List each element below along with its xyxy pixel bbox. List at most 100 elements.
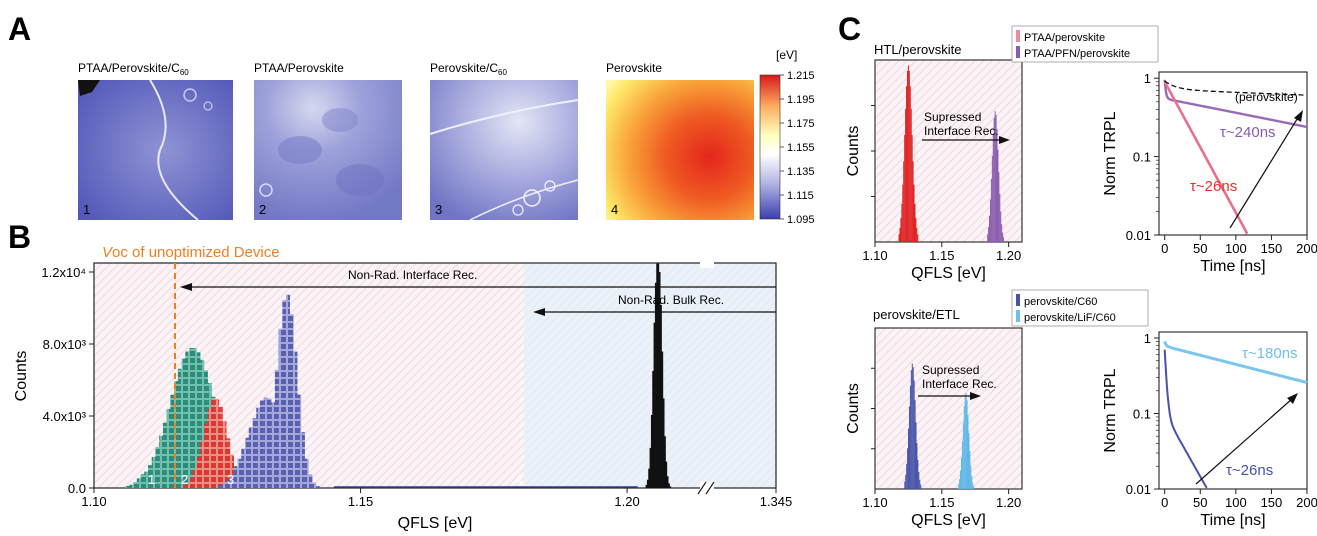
histogram-bar-4	[665, 476, 669, 488]
top-note-line1: Supressed	[924, 110, 981, 124]
histogram-bar-perovskite/C60	[908, 428, 910, 489]
axis-break-marker	[697, 258, 715, 495]
map-4-image	[606, 80, 754, 220]
x-tick-label: 0	[1161, 495, 1168, 510]
x-tick-label: 1.15	[348, 494, 373, 509]
map-1-grain-boundary	[149, 79, 199, 221]
histogram-bar-1	[125, 485, 130, 488]
histogram-bar-PTAA/perovskite	[917, 234, 919, 242]
map-1: PTAA/Perovskite/C60 1	[78, 61, 233, 221]
histogram-bar-PTAA/perovskite	[908, 70, 910, 242]
histogram-bar-PTAA/PFN/perovskite	[1001, 224, 1003, 242]
x-tick-label: 100	[1225, 241, 1247, 256]
histogram-bar-perovskite/C60	[908, 406, 910, 489]
histogram-bar-3	[245, 437, 249, 488]
x-tick-label: 200	[1296, 241, 1317, 256]
histogram-bar-1	[170, 394, 175, 488]
histogram-bar-2	[207, 408, 212, 488]
histogram-bar-perovskite/LiF/C60	[970, 465, 972, 489]
histogram-bar-PTAA/perovskite	[906, 70, 908, 242]
x-tick-label: 1.15	[929, 248, 954, 263]
peak-label-3: 3	[227, 472, 234, 487]
histogram-bar-2	[185, 483, 190, 488]
histogram-bar-PTAA/PFN/perovskite	[991, 155, 993, 242]
histogram-bar-3	[267, 398, 272, 488]
x-axis-label: Time [ns]	[1200, 258, 1265, 275]
panel-b-letter: B	[8, 219, 31, 255]
panel-c-letter: C	[838, 11, 861, 47]
histogram-bar-3	[256, 407, 261, 488]
histogram-bar-1	[181, 358, 186, 488]
y-tick-label: 0.1	[1133, 150, 1151, 165]
histogram-bar-4	[666, 483, 670, 488]
histogram-bar-3	[218, 485, 223, 488]
histogram-bar-perovskite/LiF/C60	[967, 414, 969, 489]
histogram-bar-1	[177, 368, 182, 488]
top-suppressed-arrow: Supressed Interface Rec.	[922, 110, 1010, 144]
colorbar-tick-label: 1.215	[787, 70, 815, 82]
y-tick-label: 0.1	[1133, 406, 1151, 421]
histogram-bar-perovskite/LiF/C60	[959, 479, 961, 489]
y-tick-label: 0.0	[68, 481, 86, 496]
histogram-bar-3	[230, 474, 235, 488]
y-tick-label: 8.0x10³	[43, 337, 87, 352]
y-tick-label: 0.01	[1126, 482, 1151, 497]
histogram-bar-3	[312, 482, 317, 488]
x-tick-label: 50	[1193, 495, 1207, 510]
histogram-bar-2	[181, 485, 186, 488]
histogram-bar-PTAA/PFN/perovskite	[992, 134, 994, 242]
x-tick-label: 1.345	[760, 494, 793, 509]
map-1-dark-corner	[78, 80, 100, 96]
y-tick-label: 1	[1144, 331, 1151, 346]
y-tick-label: 1	[1144, 71, 1151, 86]
histogram-bar-2	[226, 438, 231, 488]
arrow-bulk-label: Non-Rad. Bulk Rec.	[618, 293, 724, 307]
top-tau-short: τ~26ns	[1190, 178, 1237, 195]
histogram-bar-perovskite/LiF/C60	[961, 440, 963, 489]
bottom-tau-long: τ~180ns	[1242, 345, 1298, 362]
histogram-bar-1	[162, 422, 167, 488]
histogram-bar-1	[148, 465, 152, 488]
histogram-bar-3	[301, 432, 305, 488]
histogram-bar-perovskite/LiF/C60	[960, 470, 962, 489]
histogram-bar-3	[271, 402, 276, 488]
histogram-bar-3	[226, 479, 231, 488]
map-4-number: 4	[611, 202, 618, 217]
histogram-bar-perovskite/C60	[920, 484, 922, 489]
bottom-trpl-arrow	[1195, 393, 1298, 485]
x-axis-label: QFLS [eV]	[398, 515, 473, 532]
histogram-bar-perovskite/LiF/C60	[965, 392, 967, 489]
histogram-bar-1	[166, 408, 171, 488]
histogram-bar-perovskite/C60	[904, 481, 906, 489]
histogram-bar-1	[159, 435, 164, 488]
trpl-curve-perovskite/C60	[1163, 349, 1208, 489]
x-axis-label: QFLS [eV]	[911, 512, 986, 529]
histogram-bar-PTAA/perovskite	[902, 184, 904, 242]
colorbar-tick-label: 1.155	[787, 142, 815, 154]
histogram-bar-PTAA/PFN/perovskite	[987, 234, 989, 242]
histogram-bar-1	[144, 471, 149, 488]
top-trpl-arrow	[1229, 110, 1303, 229]
histogram-bar-3	[304, 458, 309, 488]
bottom-legend-item-1: perovskite/C60	[1024, 296, 1097, 308]
histogram-bar-PTAA/perovskite	[901, 203, 903, 242]
histogram-bar-2	[215, 398, 220, 488]
histogram-bar-1	[185, 351, 190, 488]
histogram-bar-3	[215, 486, 220, 488]
x-tick-label: 50	[1193, 241, 1207, 256]
bottom-legend: perovskite/C60 perovskite/LiF/C60	[1011, 289, 1149, 327]
histogram-bar-PTAA/PFN/perovskite	[1003, 237, 1005, 242]
x-axis-label: QFLS [eV]	[911, 265, 986, 282]
map-3: Perovskite/C60 3	[429, 61, 579, 221]
trpl-bottom-frame	[1158, 331, 1308, 490]
colorbar-tick-label: 1.135	[787, 166, 815, 178]
histogram-bar-1	[151, 456, 156, 488]
histogram-bar-PTAA/PFN/perovskite	[994, 111, 996, 242]
histogram-bar-PTAA/perovskite	[900, 218, 902, 242]
histogram-bar-3	[297, 394, 302, 488]
map-2: PTAA/Perovskite 2	[254, 61, 402, 220]
histogram-bar-perovskite/C60	[905, 474, 907, 489]
map-1-number: 1	[83, 202, 90, 217]
histogram-bar-3	[237, 458, 242, 488]
